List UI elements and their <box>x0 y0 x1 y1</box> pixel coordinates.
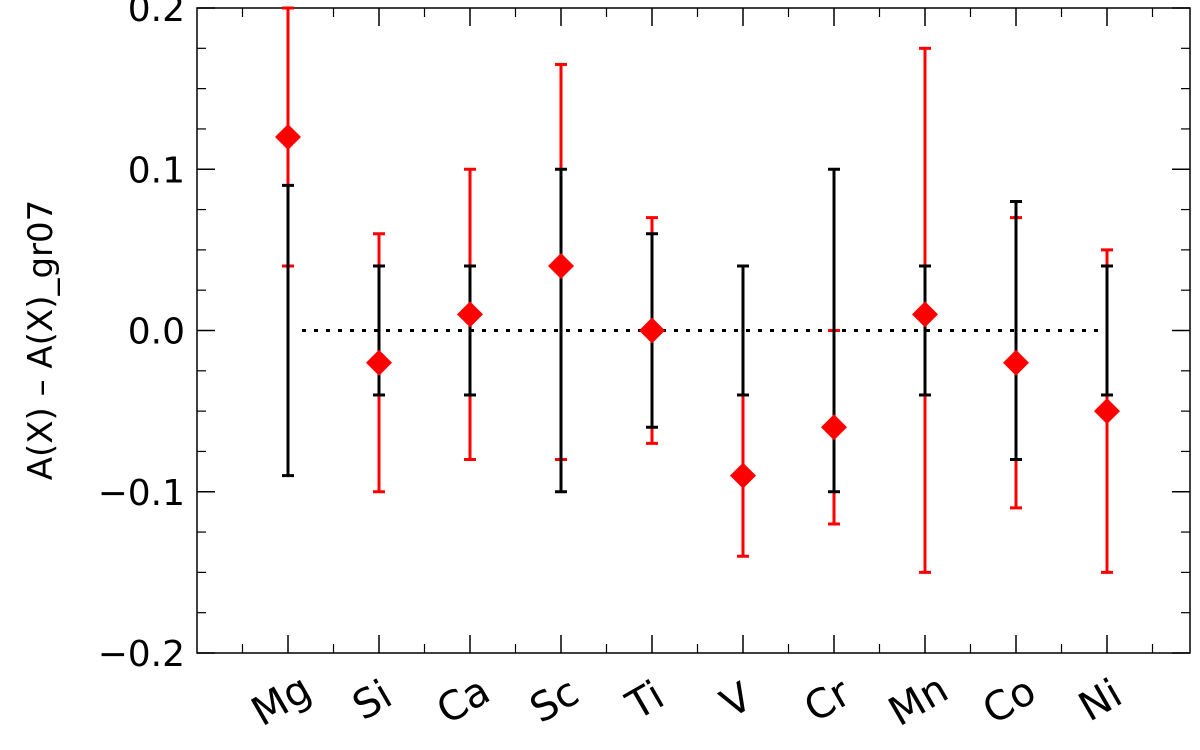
data-point-diamond <box>730 462 756 489</box>
x-tick-label: Ca <box>429 668 497 734</box>
x-tick-label: Cr <box>797 669 859 731</box>
y-tick-label: 0.0 <box>128 312 185 353</box>
x-tick-label: Si <box>345 672 400 730</box>
data-point-diamond <box>1094 398 1120 425</box>
x-tick-label: Ti <box>618 672 672 730</box>
y-tick-label: −0.1 <box>98 473 185 514</box>
x-tick-label: Sc <box>522 669 586 733</box>
data-point-diamond <box>548 253 574 279</box>
y-axis-label: A(X) – A(X)_gr07 <box>21 200 61 481</box>
plot-frame <box>196 7 1191 654</box>
x-tick-label: Ni <box>1071 671 1130 731</box>
data-point-diamond <box>1003 349 1029 376</box>
data-point-diamond <box>275 124 301 150</box>
y-tick-label: −0.2 <box>98 634 185 675</box>
x-tick-label: Mn <box>881 666 956 736</box>
data-point-diamond <box>912 301 938 328</box>
plot-area: 0.2 0.1 0.0 −0.1 −0.2 Mg Si Ca Sc Ti V Cr Mn Co Ni <box>98 0 1191 736</box>
data-point-diamond <box>366 349 392 376</box>
x-tick-label: V <box>713 674 760 728</box>
x-tick-label: Mg <box>244 666 319 736</box>
data-point-diamond <box>457 301 483 328</box>
data-point-diamond <box>639 317 665 344</box>
y-tick-label: 0.1 <box>128 150 185 191</box>
x-tick-label: Co <box>975 668 1043 734</box>
data-point-diamond <box>821 414 847 441</box>
y-tick-label: 0.2 <box>128 0 185 30</box>
